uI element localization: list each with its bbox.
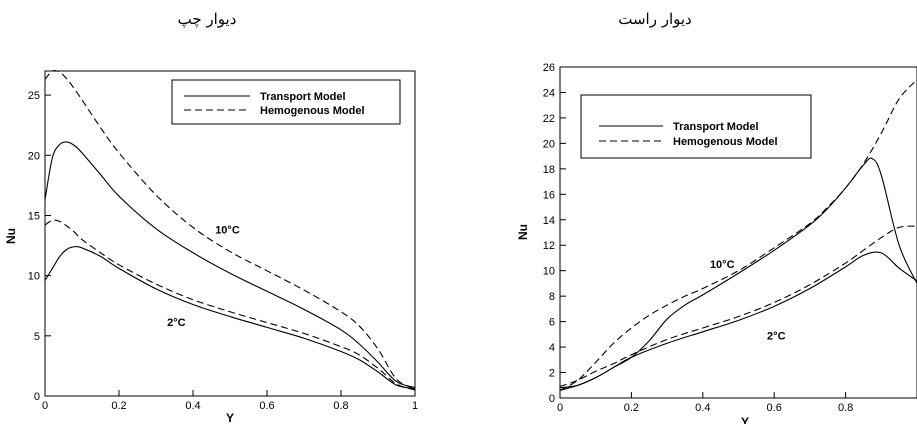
chart-title: دیوار راست bbox=[618, 10, 692, 28]
x-tick-label: 0.4 bbox=[185, 400, 200, 412]
x-tick-label: 0 bbox=[42, 400, 48, 412]
y-tick-label: 15 bbox=[28, 210, 40, 222]
legend: Transport Model Hemogenous Model bbox=[580, 94, 812, 159]
series-transport-10c-line bbox=[559, 157, 917, 389]
y-tick-label: 24 bbox=[543, 87, 555, 99]
y-tick-label: 25 bbox=[28, 90, 40, 102]
x-axis-label: Y bbox=[741, 415, 749, 424]
y-tick-label: 6 bbox=[549, 317, 555, 329]
y-tick-label: 12 bbox=[543, 240, 555, 252]
annotation-10c: 10°C bbox=[215, 225, 240, 237]
series-hemogenous-10c-line bbox=[559, 79, 917, 391]
x-tick-label: 0.6 bbox=[767, 402, 782, 414]
y-tick-label: 20 bbox=[543, 138, 555, 150]
right-wall-chart: دیوار راست 0 0.2 0.4 0.6 0.80246810121416182… bbox=[516, 10, 917, 424]
annotation-10c: 10°C bbox=[710, 259, 735, 271]
x-tick-label: 0.4 bbox=[695, 402, 710, 414]
y-tick-label: 10 bbox=[543, 266, 555, 278]
legend-entry-transport: Transport Model bbox=[260, 91, 346, 103]
legend-entry-transport: Transport Model bbox=[673, 121, 759, 133]
legend-entry-hemogenous: Hemogenous Model bbox=[673, 136, 778, 148]
x-tick-label: 1 bbox=[412, 400, 418, 412]
annotation-2c: 2°C bbox=[167, 317, 186, 329]
y-tick-label: 18 bbox=[543, 164, 555, 176]
y-axis-label: Nu bbox=[516, 224, 530, 240]
series-transport-2c-line bbox=[44, 246, 416, 390]
plot-frame bbox=[44, 70, 416, 397]
y-tick-label: 0 bbox=[34, 391, 40, 403]
x-tick-label: 0.8 bbox=[333, 400, 348, 412]
y-tick-label: 10 bbox=[28, 271, 40, 283]
x-tick-label: 0.8 bbox=[838, 402, 853, 414]
y-tick-label: 2 bbox=[549, 368, 555, 380]
series-hemogenous-10c-line bbox=[44, 69, 416, 390]
y-tick-label: 22 bbox=[543, 113, 555, 125]
y-tick-label: 4 bbox=[549, 342, 555, 354]
legend-entry-hemogenous: Hemogenous Model bbox=[260, 105, 365, 117]
chart-title: دیوار چپ bbox=[178, 10, 237, 28]
series-hemogenous-2c-line bbox=[559, 225, 917, 388]
x-axis-label: Y bbox=[226, 411, 234, 424]
y-tick-label: 16 bbox=[543, 189, 555, 201]
series-transport-10c-line bbox=[44, 141, 416, 389]
y-axis-label: Nu bbox=[4, 228, 18, 244]
x-tick-label: 0.2 bbox=[624, 402, 639, 414]
series-hemogenous-2c-line bbox=[44, 219, 416, 391]
y-tick-label: 0 bbox=[549, 393, 555, 405]
series-transport-2c-line bbox=[559, 251, 917, 391]
y-tick-label: 8 bbox=[549, 291, 555, 303]
y-tick-label: 14 bbox=[543, 215, 555, 227]
plot-frame bbox=[559, 66, 917, 399]
x-tick-label: 0 bbox=[557, 402, 563, 414]
y-tick-label: 5 bbox=[34, 331, 40, 343]
annotation-2c: 2°C bbox=[767, 330, 786, 342]
legend: Transport Model Hemogenous Model bbox=[171, 79, 401, 125]
y-tick-label: 26 bbox=[543, 62, 555, 74]
x-tick-label: 0.2 bbox=[111, 400, 126, 412]
x-tick-label: 0.6 bbox=[259, 400, 274, 412]
y-tick-label: 20 bbox=[28, 150, 40, 162]
